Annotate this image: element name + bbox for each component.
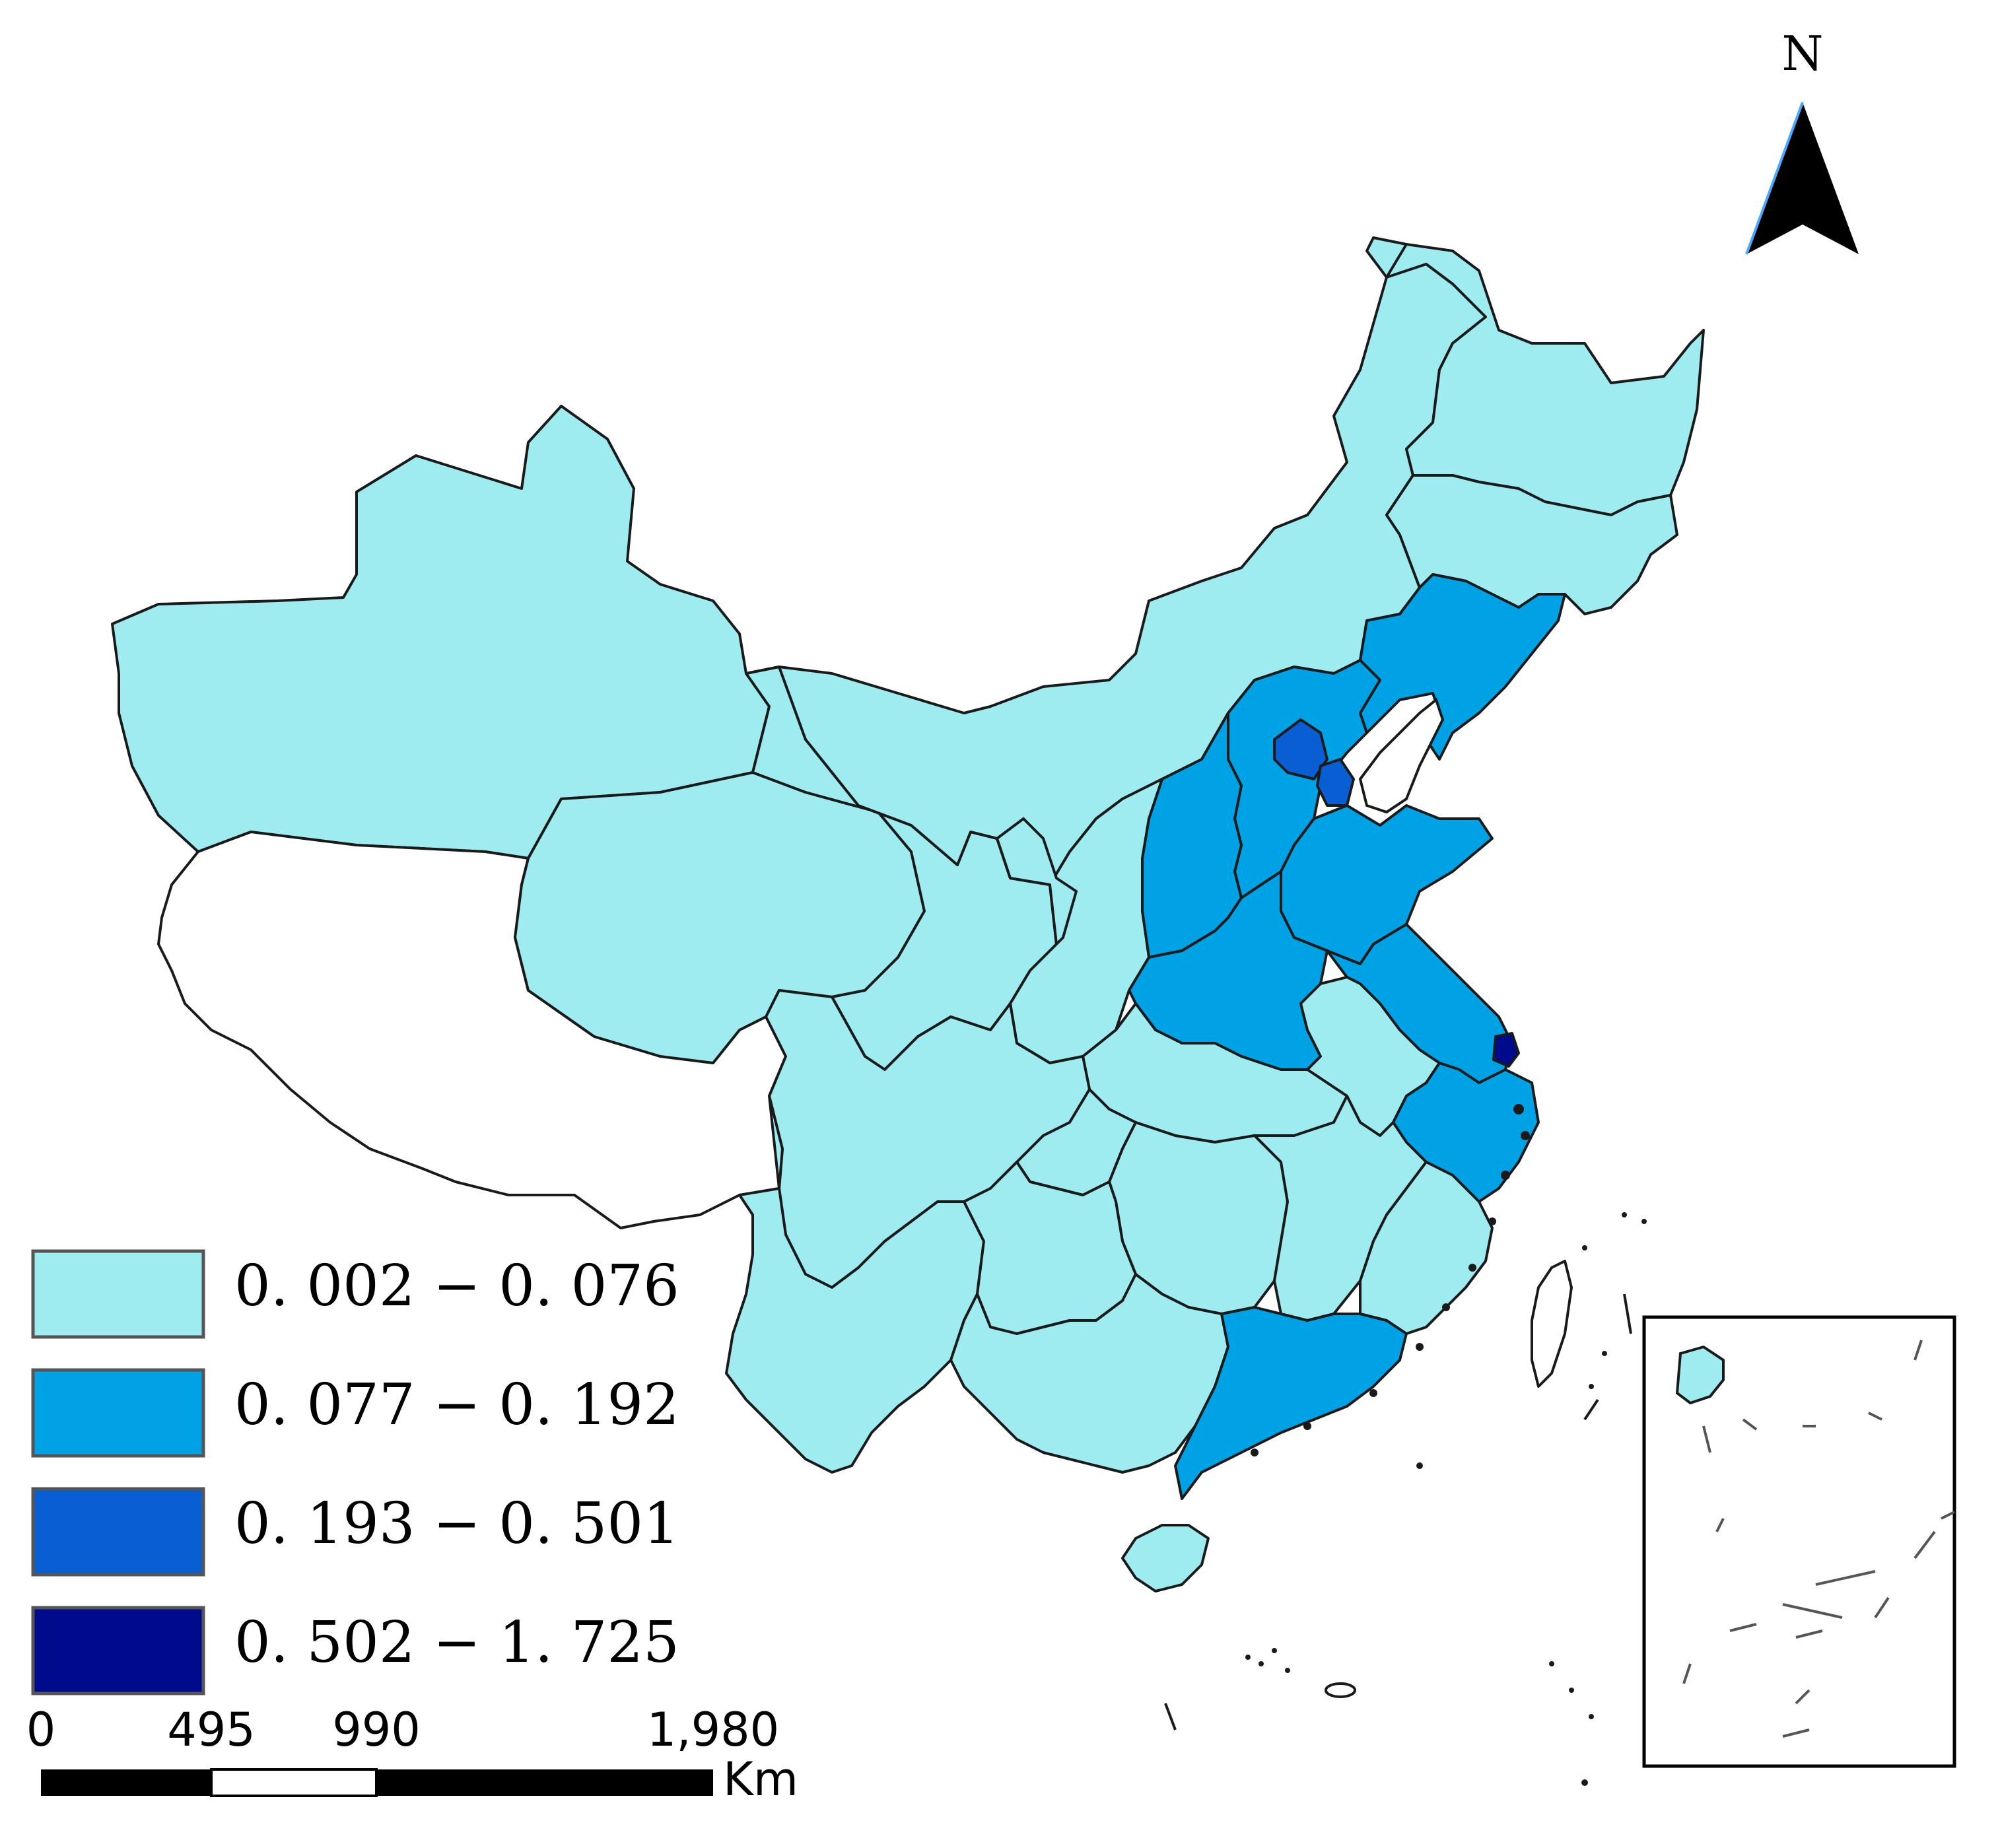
legend-label-2: 0. 077 − 0. 192 <box>234 1372 679 1438</box>
region-zhejiang <box>1392 1062 1540 1203</box>
region-ningxia <box>996 817 1078 945</box>
legend-swatch-3 <box>31 1487 205 1577</box>
region-taiwan <box>1531 1260 1573 1388</box>
region-yunnan <box>725 1095 985 1474</box>
north-arrow-icon <box>1745 102 1859 255</box>
coastal-islands <box>1164 1104 1647 1786</box>
region-tianjin <box>1316 758 1355 807</box>
legend-swatch-4 <box>31 1606 205 1695</box>
region-shanghai <box>1492 1032 1520 1068</box>
legend-swatch-1 <box>31 1249 205 1339</box>
legend-label-4: 0. 502 − 1. 725 <box>234 1610 679 1676</box>
scale-unit: Km <box>723 1752 799 1806</box>
legend-label-1: 0. 002 − 0. 076 <box>234 1253 679 1319</box>
south-china-sea-inset <box>1642 1315 1956 1768</box>
legend-swatch-2 <box>31 1368 205 1458</box>
legend <box>31 1249 205 1695</box>
scale-tick-495: 495 <box>167 1703 256 1757</box>
north-label: N <box>1781 26 1824 81</box>
scale-tick-990: 990 <box>332 1703 421 1757</box>
scale-tick-0: 0 <box>26 1703 56 1757</box>
legend-label-3: 0. 193 − 0. 501 <box>234 1491 679 1557</box>
bohai-sea <box>1358 697 1445 814</box>
region-hainan <box>1121 1524 1210 1592</box>
region-fujian <box>1359 1161 1494 1335</box>
scale-bar <box>41 1768 713 1797</box>
region-guangdong <box>1174 1306 1408 1500</box>
scale-tick-1980: 1,980 <box>646 1703 780 1757</box>
region-guizhou <box>963 1161 1137 1335</box>
